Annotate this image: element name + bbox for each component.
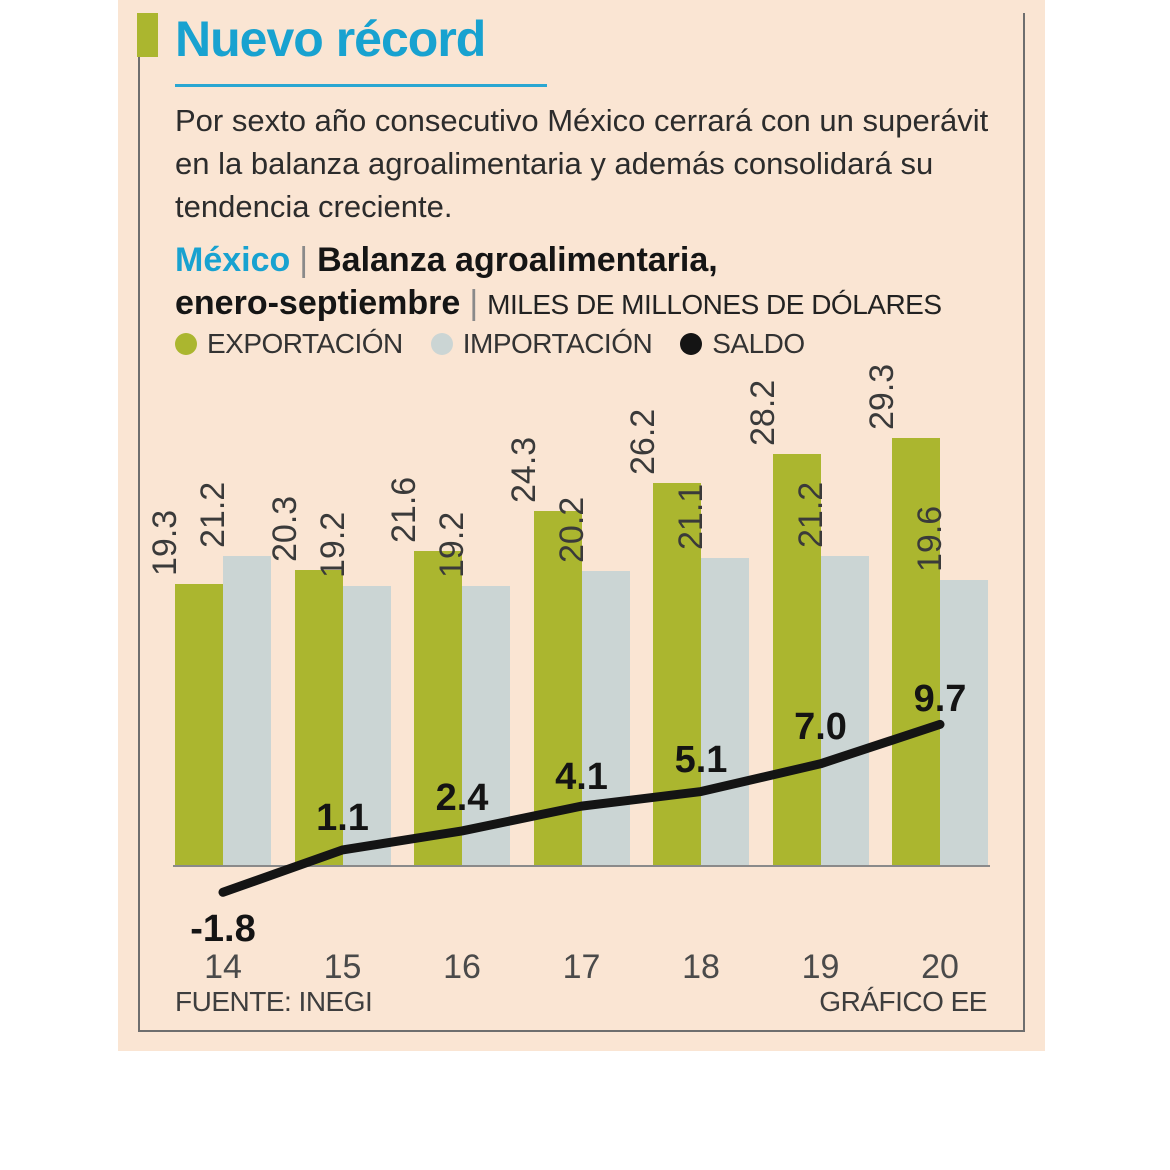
x-tick-label: 14: [204, 948, 242, 986]
legend-label-saldo: SALDO: [712, 328, 805, 359]
card-frame: [138, 13, 1025, 1032]
source-label: FUENTE: INEGI: [175, 986, 373, 1017]
import-bar: [581, 571, 630, 866]
saldo-value-label: 1.1: [316, 796, 369, 839]
x-tick-label: 16: [443, 948, 481, 986]
saldo-dot-icon: [680, 333, 703, 355]
credit-label: GRÁFICO EE: [819, 986, 987, 1017]
saldo-value-label: 4.1: [555, 756, 608, 799]
legend-item-export: EXPORTACIÓN: [175, 328, 403, 360]
legend-item-import: IMPORTACIÓN: [430, 328, 653, 360]
import-bar: [820, 556, 869, 866]
intro-line: Por sexto año consecutivo México cerrará…: [175, 103, 989, 138]
separator: |: [299, 241, 309, 279]
import-bar: [940, 579, 988, 866]
export-bar: [653, 483, 701, 866]
x-tick-label: 18: [682, 948, 720, 986]
x-tick-label: 20: [921, 948, 959, 986]
title-underline: [175, 84, 547, 87]
legend: EXPORTACIÓN IMPORTACIÓN SALDO: [175, 328, 805, 360]
chart-subtitle-line2: enero-septiembre | MILES DE MILLONES DE DÓ…: [175, 284, 942, 323]
green-accent-tab: [137, 13, 158, 57]
export-dot-icon: [175, 333, 197, 355]
x-tick-label: 15: [323, 948, 362, 986]
saldo-value-label: 7.0: [794, 705, 847, 748]
import-bar: [342, 585, 391, 866]
legend-label-export: EXPORTACIÓN: [207, 328, 403, 359]
import-bar: [701, 557, 749, 866]
units-label: MILES DE MILLONES DE DÓLARES: [487, 289, 942, 320]
intro-line: tendencia creciente.: [175, 189, 453, 224]
x-axis-baseline: [173, 865, 990, 867]
import-dot-icon: [430, 333, 453, 355]
separator: |: [469, 284, 479, 322]
legend-item-saldo: SALDO: [680, 328, 805, 360]
export-bar: [175, 584, 223, 866]
export-bar: [414, 550, 462, 866]
import-bar: [223, 556, 271, 866]
export-bar: [294, 569, 343, 866]
saldo-value-label: 2.4: [435, 776, 489, 819]
region-label: México: [175, 241, 291, 279]
page-title: Nuevo récord: [175, 11, 486, 67]
chart-title-text: Balanza agroalimentaria,: [317, 241, 718, 279]
period-label: enero-septiembre: [175, 284, 461, 322]
saldo-value-label: 9.7: [913, 678, 967, 721]
saldo-value-label: -1.8: [190, 908, 256, 951]
intro-line: en la balanza agroalimentaria y además c…: [175, 146, 934, 181]
export-bar: [892, 438, 940, 866]
legend-label-import: IMPORTACIÓN: [462, 328, 653, 359]
export-bar: [772, 454, 821, 866]
saldo-value-label: 5.1: [674, 738, 728, 781]
intro-paragraph: Por sexto año consecutivo México cerrará…: [175, 99, 1005, 228]
x-tick-label: 19: [801, 948, 840, 986]
chart-subtitle-line1: México | Balanza agroalimentaria,: [175, 241, 718, 280]
x-tick-label: 17: [562, 948, 601, 986]
